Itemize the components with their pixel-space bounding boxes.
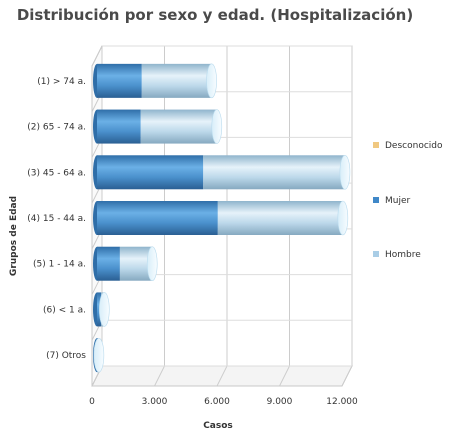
y-tick-label: (2) 65 - 74 a. — [27, 123, 86, 133]
bar-mujer — [97, 201, 218, 235]
bar-hombre — [140, 109, 217, 144]
bar-hombre — [119, 246, 153, 281]
x-axis-label: Casos — [203, 421, 233, 431]
bar-hombre — [217, 201, 343, 235]
y-tick-label: (7) Otros — [46, 351, 86, 361]
bar-mujer — [97, 63, 142, 98]
y-tick-label: (6) < 1 a. — [43, 305, 86, 315]
y-gridline-side — [91, 45, 103, 67]
bars-layer — [93, 63, 351, 373]
bar-mujer — [97, 109, 141, 144]
legend-label: Hombre — [385, 250, 421, 260]
y-tick-label: (3) 45 - 64 a. — [27, 168, 86, 178]
x-gridline-floor — [279, 365, 290, 387]
y-tick-label: (1) > 74 a. — [37, 77, 86, 87]
bar-end-cap — [98, 292, 110, 327]
bar-mujer — [97, 246, 120, 281]
x-tick-label: 3.000 — [142, 397, 168, 407]
bar-group — [93, 109, 223, 144]
bar-mujer — [97, 155, 204, 190]
x-tick-labels: 0 3.000 6.000 9.000 12.000 — [89, 397, 358, 407]
bar-group — [93, 246, 158, 282]
x-gridline-floor — [341, 365, 353, 387]
x-tick-label: 9.000 — [267, 397, 293, 407]
bar-end-cap — [93, 337, 105, 373]
chart-title: Distribución por sexo y edad. (Hospitali… — [17, 6, 413, 24]
bar-group — [93, 154, 351, 190]
bar-end-cap — [339, 154, 351, 190]
bar-end-cap — [337, 200, 349, 236]
bar-group — [93, 292, 110, 327]
bar-end-cap — [146, 246, 158, 282]
y-tick-label: (5) 1 - 14 a. — [33, 260, 86, 270]
legend-label: Mujer — [385, 196, 411, 206]
bar-hombre — [141, 63, 212, 98]
legend-swatch — [373, 197, 379, 203]
x-tick-label: 12.000 — [326, 397, 358, 407]
x-tick-label: 6.000 — [204, 397, 230, 407]
y-tick-labels: (1) > 74 a. (2) 65 - 74 a. (3) 45 - 64 a. (… — [27, 77, 86, 361]
bar-end-cap — [206, 63, 217, 99]
bar-group — [93, 63, 217, 99]
y-axis-label: Grupos de Edad — [9, 196, 19, 276]
bar-end-cap — [211, 109, 223, 144]
x-tick-label: 0 — [89, 397, 95, 407]
y-tick-label: (4) 15 - 44 a. — [27, 214, 86, 224]
bar-hombre — [203, 155, 345, 190]
legend-swatch — [373, 142, 379, 148]
x-gridline-floor — [216, 365, 228, 387]
legend: Desconocido Mujer Hombre — [373, 141, 443, 260]
legend-swatch — [373, 251, 379, 257]
bar-group — [93, 200, 349, 236]
legend-label: Desconocido — [385, 141, 443, 151]
bar-group — [93, 337, 105, 373]
x-gridline-floor — [154, 365, 165, 387]
